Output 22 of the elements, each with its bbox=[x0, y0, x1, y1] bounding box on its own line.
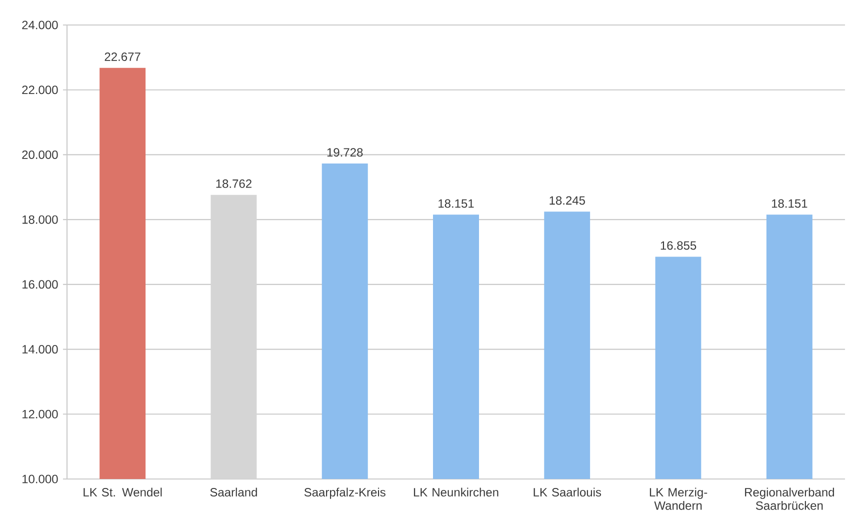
x-tick-label: LK Merzig-Wandern bbox=[650, 488, 708, 510]
data-label: 22.677 bbox=[104, 52, 140, 61]
data-label: 18.762 bbox=[216, 179, 252, 188]
x-tick-label: LK Neunkirchen bbox=[414, 488, 498, 497]
data-label: 16.855 bbox=[660, 241, 696, 250]
y-tick-label: 14.000 bbox=[22, 345, 58, 354]
x-tick-label: Saarland bbox=[210, 488, 257, 497]
y-tick-label: 24.000 bbox=[22, 20, 58, 30]
data-label: 18.151 bbox=[772, 199, 808, 208]
data-label: 19.728 bbox=[327, 148, 363, 157]
y-tick-label: 10.000 bbox=[22, 474, 58, 484]
y-tick-label: 22.000 bbox=[22, 86, 58, 94]
data-label: 18.151 bbox=[438, 199, 474, 208]
y-tick-label: 18.000 bbox=[22, 215, 58, 224]
x-tick-label: Saarpfalz-Kreis bbox=[304, 488, 386, 499]
y-tick-label: 20.000 bbox=[22, 150, 58, 159]
data-label: 18.245 bbox=[550, 196, 585, 205]
x-tick-label: Regionalverband Saarbrücken bbox=[745, 488, 834, 510]
x-tick-label: LK Saarlouis bbox=[534, 488, 602, 497]
y-tick-label: 16.000 bbox=[22, 280, 58, 289]
x-tick-label: LK St. Wendel bbox=[84, 488, 162, 497]
y-tick-label: 12.000 bbox=[22, 410, 58, 418]
